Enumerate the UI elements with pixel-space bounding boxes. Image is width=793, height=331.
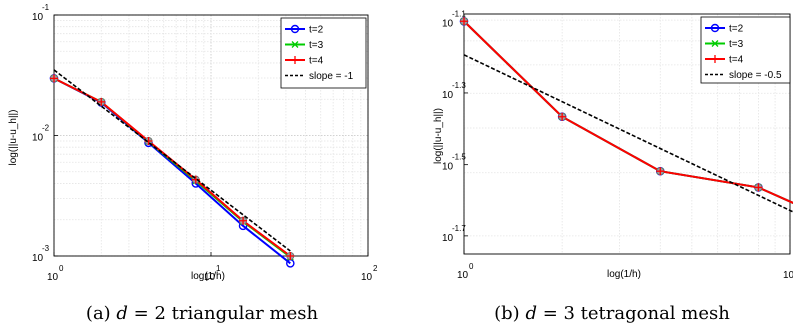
- legend-label: t=3: [729, 39, 744, 50]
- chart-b: 10010110-1.710-1.510-1.310-1.1log(1/h)lo…: [433, 9, 793, 324]
- x-tick-label: 10: [204, 272, 216, 283]
- legend-marker: [290, 24, 300, 34]
- y-tick-exponent: -1.1: [452, 9, 466, 18]
- x-tick-exponent: 0: [469, 262, 474, 271]
- data-point: [239, 216, 248, 225]
- legend: t=2 t=3 t=4 slope = -0.5: [700, 16, 791, 84]
- legend-label: slope = -0.5: [729, 70, 782, 81]
- series-line: [463, 54, 793, 213]
- legend-marker: [291, 56, 299, 64]
- data-point: [97, 97, 106, 106]
- series-t-2: [49, 74, 295, 268]
- y-tick-label: 10: [32, 12, 44, 23]
- legend-label: t=2: [309, 25, 324, 36]
- x-axis-label: log(1/h): [191, 271, 225, 282]
- caption-prefix: (b): [494, 303, 525, 324]
- y-tick-exponent: -1.7: [452, 224, 466, 233]
- legend-label: t=3: [309, 40, 324, 51]
- legend: t=2 t=3 t=4 slope = -1: [280, 17, 367, 89]
- y-tick-exponent: -1: [42, 3, 50, 12]
- legend-label: t=4: [729, 55, 744, 66]
- data-point: [50, 74, 58, 83]
- legend-marker: [710, 23, 720, 33]
- caption-prefix: (a): [86, 303, 117, 324]
- legend-label: t=2: [729, 24, 744, 35]
- series-line: [53, 77, 291, 265]
- data-point: [286, 252, 295, 260]
- legend-marker: [711, 40, 719, 47]
- figure-caption: (b) d = 3 tetragonal mesh: [494, 303, 730, 324]
- x-tick-label: 10: [457, 270, 469, 281]
- data-point: [460, 17, 468, 26]
- y-tick-label: 10: [32, 133, 44, 144]
- y-tick-exponent: -1.5: [452, 153, 466, 162]
- x-tick-exponent: 1: [216, 264, 221, 273]
- legend-marker: [291, 41, 299, 48]
- series-t-4: [50, 74, 295, 260]
- y-tick-exponent: -1.3: [452, 81, 466, 90]
- x-tick-exponent: 2: [373, 264, 378, 273]
- x-axis-label: log(1/h): [607, 269, 641, 280]
- x-tick-label: 10: [47, 272, 59, 283]
- y-tick-label: 10: [442, 233, 454, 244]
- data-point: [656, 167, 665, 176]
- x-tick-exponent: 0: [59, 264, 64, 273]
- caption-text: = 2 triangular mesh: [128, 303, 319, 324]
- figure-caption: (a) d = 2 triangular mesh: [86, 303, 319, 324]
- x-tick-label: 10: [783, 270, 793, 281]
- legend-marker: [711, 55, 719, 63]
- y-tick-label: 10: [442, 162, 454, 173]
- series-slope-1: [53, 69, 291, 252]
- x-tick-label: 10: [361, 272, 373, 283]
- caption-text: = 3 tetragonal mesh: [537, 303, 730, 324]
- chart-a: 10010110210-310-210-1log(1/h)log(||u-u_h…: [8, 3, 378, 324]
- caption-variable: d: [116, 303, 128, 324]
- y-tick-exponent: -2: [42, 124, 50, 133]
- y-axis-label: log(||u-u_h||): [433, 108, 444, 164]
- y-tick-exponent: -3: [42, 244, 50, 253]
- y-tick-label: 10: [442, 90, 454, 101]
- series-slope-0-5: [463, 54, 793, 213]
- legend-label: t=4: [309, 56, 324, 67]
- y-axis-label: log(||u-u_h||): [8, 110, 19, 166]
- plot-frame: [463, 13, 791, 255]
- caption-variable: d: [525, 303, 537, 324]
- legend-label: slope = -1: [309, 71, 354, 82]
- y-tick-label: 10: [442, 18, 454, 29]
- series-line: [53, 77, 291, 257]
- series-line: [53, 69, 291, 252]
- data-point: [558, 112, 567, 121]
- data-point: [754, 183, 763, 192]
- y-tick-label: 10: [32, 253, 44, 264]
- series-t-4: [459, 17, 793, 204]
